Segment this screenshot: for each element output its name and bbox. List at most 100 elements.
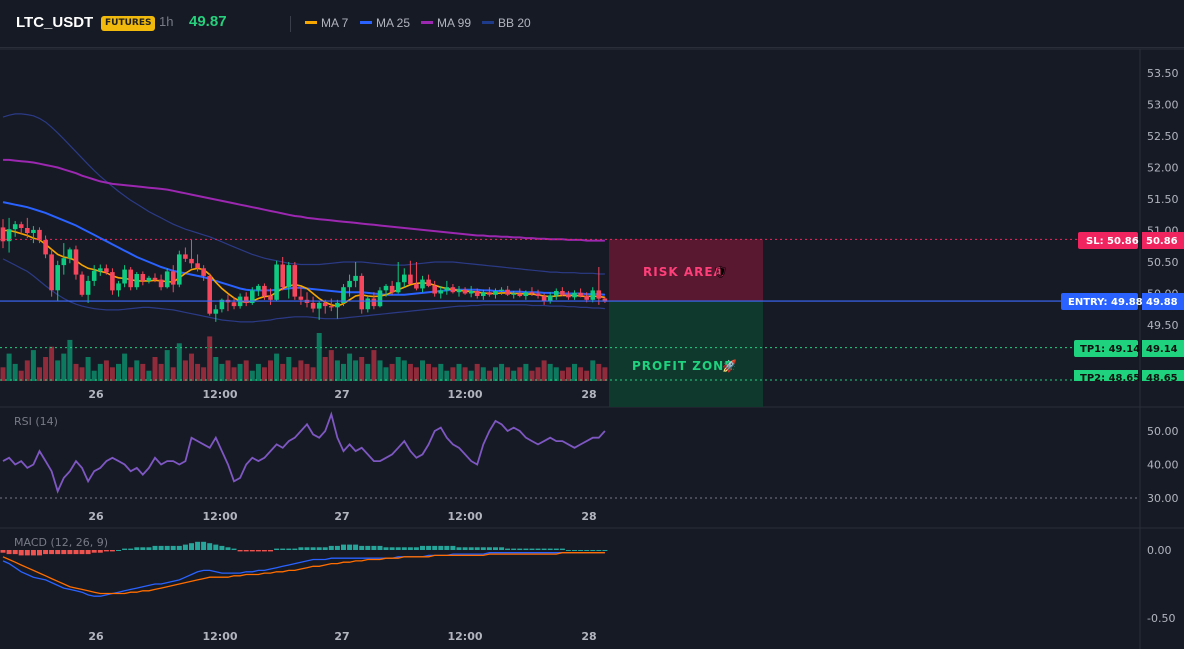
volume-bar — [535, 367, 541, 381]
volume-bar — [517, 367, 523, 381]
candle-body — [511, 293, 516, 295]
candle-body — [560, 291, 565, 295]
volume-bar — [243, 360, 249, 381]
macd-histogram-bar — [37, 550, 42, 556]
candle-body — [91, 270, 97, 281]
candle-body — [122, 269, 127, 284]
candle-body — [85, 280, 91, 295]
candle-body — [0, 227, 6, 242]
candle-body — [596, 290, 602, 299]
macd-histogram-bar — [565, 550, 571, 551]
volume-bar — [529, 370, 535, 381]
candle-body — [104, 268, 109, 273]
macd-histogram-bar — [426, 545, 432, 550]
tp2-axis-value: 48.65 — [1146, 373, 1178, 384]
candle-body — [189, 258, 194, 264]
candle-body — [377, 290, 383, 307]
candle-body — [383, 285, 389, 291]
macd-histogram-bar — [85, 550, 91, 555]
candle-body — [43, 239, 48, 255]
profit-zone — [609, 301, 763, 407]
volume-bar — [55, 360, 61, 381]
macd-histogram-bar — [578, 550, 584, 551]
candle-body — [98, 268, 103, 271]
macd-histogram-bar — [486, 547, 492, 550]
price-tick-label: 52.50 — [1147, 130, 1179, 143]
macd-histogram-bar — [316, 547, 322, 550]
symbol-label[interactable]: LTC_USDT — [16, 14, 94, 31]
volume-bar — [547, 363, 553, 381]
macd-histogram-bar — [298, 547, 304, 550]
volume-bar — [30, 350, 36, 381]
last-price: 49.87 — [189, 13, 227, 30]
volume-bar — [146, 370, 152, 381]
tp1-axis-value: 49.14 — [1146, 344, 1178, 355]
volume-bar — [377, 360, 383, 381]
macd-tick-label: -0.50 — [1147, 612, 1175, 625]
macd-histogram-bar — [225, 547, 231, 550]
volume-bar — [37, 367, 42, 381]
volume-bar — [602, 367, 608, 381]
rsi-line — [2, 411, 606, 494]
volume-bar — [480, 367, 486, 381]
macd-histogram-bar — [499, 547, 505, 550]
volume-bar — [328, 350, 334, 381]
candle-body — [554, 291, 559, 296]
legend-ma99[interactable]: MA 99 — [421, 16, 471, 30]
macd-histogram-bar — [182, 544, 188, 550]
candle-body — [164, 271, 170, 288]
rsi-panel — [0, 411, 1140, 499]
volume-bar — [97, 363, 103, 381]
price-tick-label: 52.00 — [1147, 162, 1179, 175]
candle-body — [37, 229, 42, 240]
macd-histogram-bar — [389, 547, 395, 550]
entry-tag — [1061, 293, 1138, 310]
sl-tag — [1078, 232, 1138, 249]
volume-bar — [116, 363, 121, 381]
rocket-icon: 🚀 — [722, 359, 737, 373]
volume-bar — [365, 363, 371, 381]
macd-histogram-bar — [371, 545, 377, 550]
candle-body — [231, 302, 237, 307]
macd-line — [2, 552, 605, 597]
ma99-line — [3, 158, 605, 242]
volume-bar — [407, 363, 413, 381]
volume-bar — [389, 363, 395, 381]
candle-body — [487, 292, 492, 295]
macd-histogram-bar — [55, 550, 61, 555]
macd-histogram-bar — [73, 550, 79, 555]
macd-histogram-bar — [347, 544, 353, 550]
candle-body — [152, 277, 158, 280]
macd-histogram-bar — [505, 548, 511, 550]
timeframe-selector[interactable]: 1h — [159, 14, 174, 29]
macd-histogram-bar — [590, 550, 596, 551]
volume-bar — [128, 367, 134, 381]
legend-ma7[interactable]: MA 7 — [305, 16, 348, 30]
candle-body — [49, 254, 54, 291]
macd-histogram-bar — [383, 547, 389, 550]
macd-histogram-bar — [207, 543, 213, 550]
macd-histogram-bar — [164, 545, 170, 550]
legend-ma25[interactable]: MA 25 — [360, 16, 410, 30]
volume-bar — [79, 367, 85, 381]
candle-body — [73, 249, 79, 275]
candle-body — [517, 293, 523, 296]
candle-body — [341, 287, 346, 303]
ma7-line — [3, 229, 605, 307]
macd-histogram-bar — [547, 548, 553, 550]
volume-bar — [109, 367, 115, 381]
candle-body — [18, 224, 24, 228]
candle-body — [389, 285, 395, 293]
volume-bar — [493, 367, 498, 381]
time-tick-label: 28 — [581, 510, 596, 523]
candle-body — [31, 229, 36, 233]
candle-body — [523, 292, 529, 296]
legend-bb20[interactable]: BB 20 — [482, 16, 531, 30]
candle-body — [177, 254, 182, 285]
candle-body — [250, 290, 255, 303]
candle-body — [347, 280, 352, 288]
candle-body — [310, 302, 316, 309]
rsi-tick-label: 50.00 — [1147, 425, 1179, 438]
macd-histogram-bar — [146, 547, 152, 550]
